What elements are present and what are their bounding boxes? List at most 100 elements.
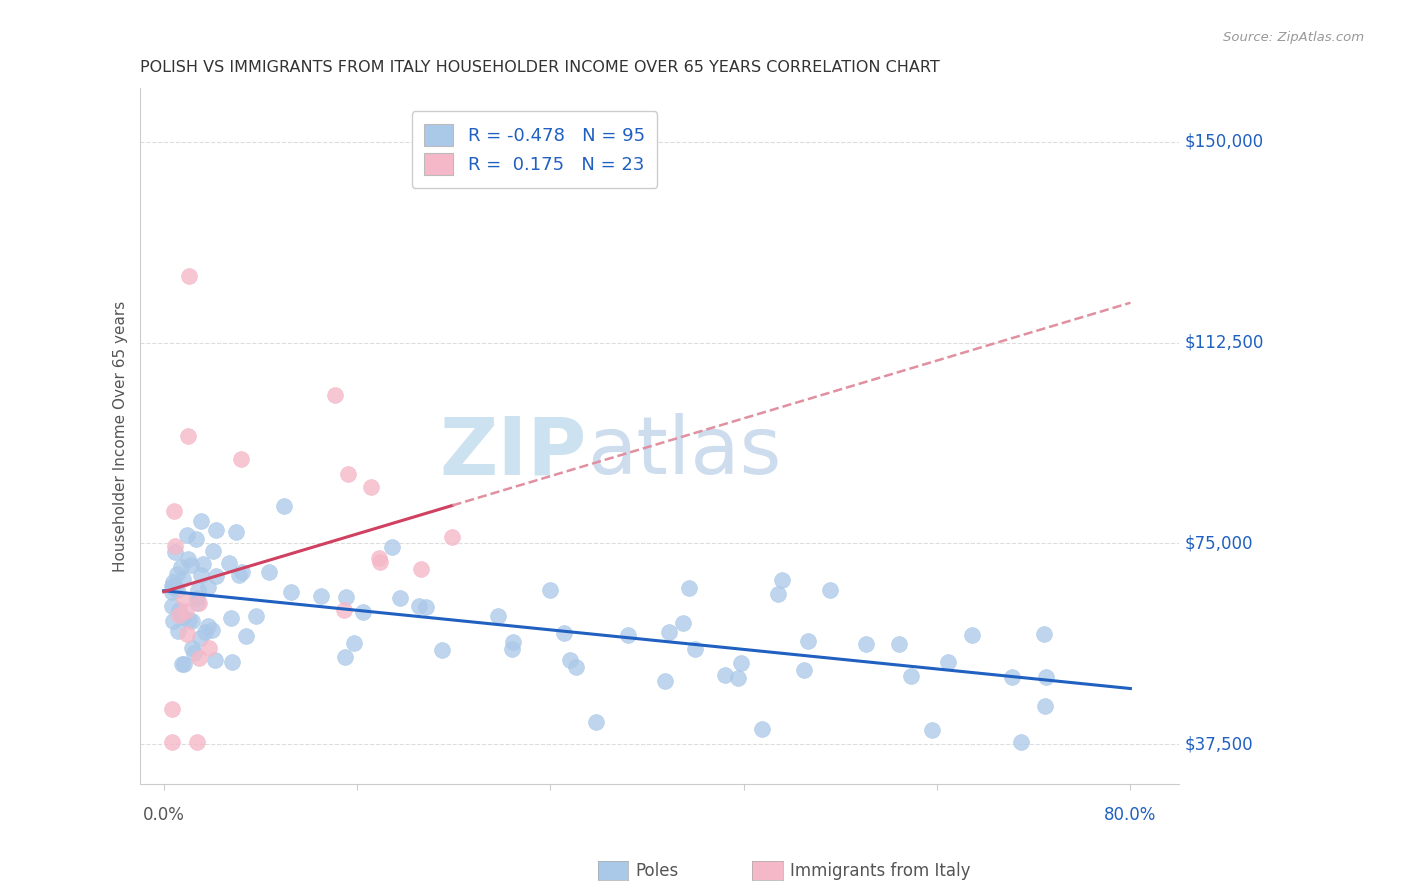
Point	[225, 525, 247, 540]
Point	[751, 722, 773, 736]
Point	[172, 610, 194, 624]
Point	[191, 558, 214, 572]
Point	[335, 590, 357, 604]
Text: ZIP: ZIP	[440, 413, 586, 491]
Point	[388, 591, 411, 605]
Point	[501, 641, 523, 656]
Point	[672, 616, 695, 631]
Point	[186, 734, 208, 748]
Point	[205, 569, 228, 583]
Point	[173, 591, 195, 606]
Point	[713, 668, 735, 682]
Point	[180, 614, 202, 628]
Point	[190, 514, 212, 528]
Point	[309, 589, 332, 603]
Point	[337, 467, 360, 481]
Text: 80.0%: 80.0%	[1104, 805, 1157, 824]
Point	[1000, 670, 1022, 684]
Point	[921, 723, 943, 737]
Y-axis label: Householder Income Over 65 years: Householder Income Over 65 years	[114, 301, 128, 572]
Point	[197, 581, 219, 595]
Legend: R = -0.478   N = 95, R =  0.175   N = 23: R = -0.478 N = 95, R = 0.175 N = 23	[412, 112, 657, 188]
Point	[855, 637, 877, 651]
Point	[167, 624, 190, 638]
Point	[160, 701, 183, 715]
Point	[654, 674, 676, 689]
Point	[194, 624, 217, 639]
Point	[163, 539, 186, 553]
Point	[235, 629, 257, 643]
Point	[186, 591, 208, 605]
Point	[818, 582, 841, 597]
Point	[796, 633, 818, 648]
Point	[360, 480, 382, 494]
Point	[160, 599, 183, 613]
Point	[205, 523, 228, 537]
Point	[187, 583, 209, 598]
Point	[257, 565, 280, 579]
Point	[1032, 627, 1054, 641]
Point	[936, 656, 959, 670]
Point	[177, 429, 200, 443]
Point	[683, 641, 706, 656]
Text: Poles: Poles	[636, 862, 679, 880]
Point	[221, 656, 243, 670]
Point	[273, 499, 295, 513]
Point	[162, 575, 184, 590]
Text: $75,000: $75,000	[1185, 534, 1253, 552]
Point	[766, 587, 789, 601]
Point	[174, 604, 197, 618]
Point	[415, 599, 437, 614]
Point	[190, 567, 212, 582]
Point	[167, 602, 190, 616]
Point	[163, 545, 186, 559]
Point	[218, 556, 240, 570]
Point	[565, 660, 588, 674]
Point	[176, 528, 198, 542]
Point	[162, 614, 184, 628]
Point	[198, 640, 221, 655]
Text: POLISH VS IMMIGRANTS FROM ITALY HOUSEHOLDER INCOME OVER 65 YEARS CORRELATION CHA: POLISH VS IMMIGRANTS FROM ITALY HOUSEHOL…	[139, 60, 939, 75]
Point	[430, 643, 453, 657]
Point	[180, 640, 202, 655]
Point	[170, 560, 193, 574]
Point	[409, 562, 432, 576]
Point	[163, 504, 186, 518]
Point	[228, 568, 250, 582]
Point	[179, 613, 201, 627]
Point	[1010, 734, 1032, 748]
Point	[343, 635, 366, 649]
Point	[197, 618, 219, 632]
Point	[170, 657, 193, 671]
Point	[231, 565, 253, 579]
Point	[172, 572, 194, 586]
Point	[1033, 698, 1056, 713]
Point	[186, 596, 208, 610]
Point	[160, 578, 183, 592]
Text: atlas: atlas	[586, 413, 780, 491]
Text: 0.0%: 0.0%	[143, 805, 184, 824]
Point	[201, 543, 224, 558]
Point	[183, 646, 205, 660]
Point	[184, 533, 207, 547]
Text: $112,500: $112,500	[1185, 334, 1264, 351]
Point	[160, 734, 183, 748]
Point	[538, 583, 561, 598]
Point	[352, 605, 374, 619]
Point	[616, 628, 638, 642]
Point	[176, 626, 198, 640]
Point	[163, 581, 186, 595]
Point	[231, 452, 253, 467]
Text: $150,000: $150,000	[1185, 133, 1264, 151]
Text: Immigrants from Italy: Immigrants from Italy	[790, 862, 970, 880]
Point	[887, 637, 910, 651]
Point	[166, 567, 188, 582]
Point	[368, 555, 391, 569]
Point	[280, 584, 302, 599]
Point	[173, 657, 195, 671]
Point	[200, 623, 222, 637]
Point	[900, 669, 922, 683]
Point	[177, 551, 200, 566]
Point	[323, 388, 346, 402]
Point	[730, 656, 752, 670]
